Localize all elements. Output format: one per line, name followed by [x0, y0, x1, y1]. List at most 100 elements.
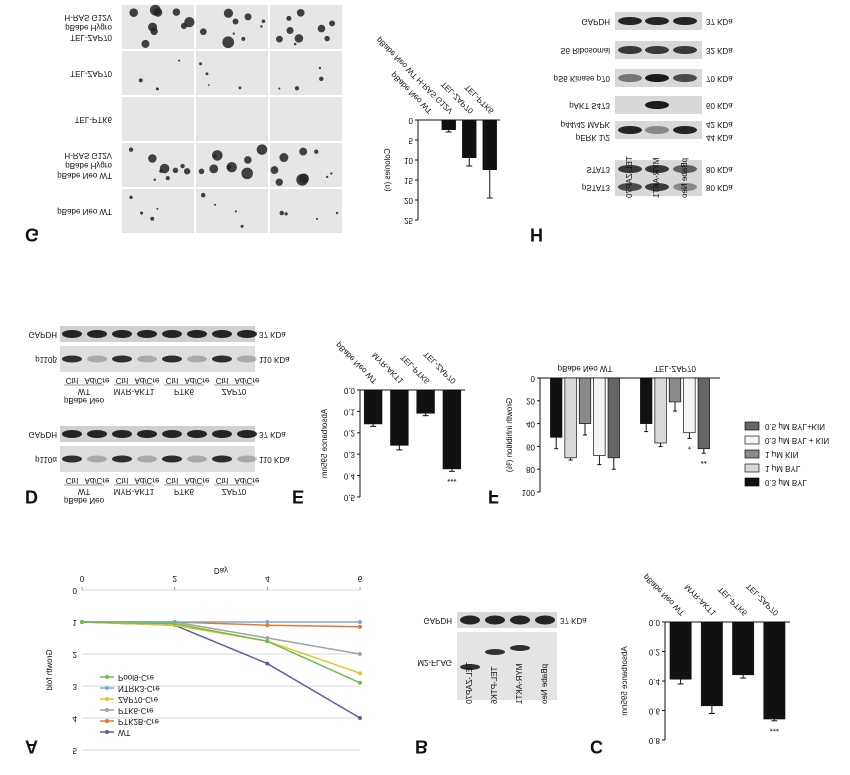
- colony: [180, 163, 185, 169]
- colony: [241, 167, 253, 180]
- blot-band: [673, 183, 697, 191]
- blot-band: [62, 430, 82, 438]
- blot-band: [237, 330, 257, 338]
- colony: [284, 212, 288, 216]
- colony: [155, 87, 159, 91]
- colony: [223, 8, 234, 18]
- blot-band: [162, 355, 182, 363]
- y-tick-label: 0: [73, 586, 78, 595]
- colony: [178, 59, 181, 62]
- blot-band: [112, 430, 132, 438]
- colony: [138, 78, 143, 83]
- panel-label: A: [25, 736, 38, 756]
- blot-band: [212, 330, 232, 338]
- blot-band: [237, 455, 257, 463]
- lane-label: Ctrl: [166, 476, 179, 485]
- colony: [294, 34, 304, 43]
- bar: [640, 377, 653, 424]
- bar: [607, 377, 620, 459]
- blot-strip: [615, 121, 702, 139]
- lane-label: pBabe Neo: [540, 664, 549, 705]
- colony: [270, 166, 279, 174]
- blot-band: [212, 430, 232, 438]
- colony: [129, 8, 139, 17]
- row-label: pBabe Neo WT: [57, 171, 112, 180]
- point: [265, 620, 270, 624]
- colony: [226, 164, 232, 170]
- colony: [172, 167, 179, 174]
- blot-strip: [60, 426, 255, 442]
- row-label: S6 Ribosomal: [560, 46, 610, 55]
- x-tick-label: pBabe Neo WT: [334, 340, 379, 385]
- row-label: pAKT S473: [569, 101, 610, 110]
- blot-band: [618, 126, 642, 134]
- blot-band: [187, 355, 207, 363]
- colony: [325, 175, 329, 179]
- y-axis-title: Absorbance 595nm: [620, 646, 629, 716]
- size-label: 80 KDa: [706, 183, 733, 192]
- y-tick-label: 10: [404, 156, 413, 165]
- colony: [232, 18, 239, 25]
- micrograph: [122, 97, 194, 141]
- y-tick-label: 0.1: [344, 407, 356, 416]
- blot-band: [137, 455, 157, 463]
- bar: [683, 377, 696, 434]
- colony: [226, 162, 237, 173]
- blot-band: [645, 17, 669, 25]
- bar: [564, 377, 577, 459]
- blot-band: [137, 430, 157, 438]
- bar: [668, 377, 682, 403]
- bar: [416, 390, 435, 414]
- blot-band: [212, 355, 232, 363]
- row-label: p110β: [35, 355, 57, 364]
- colony: [183, 168, 191, 175]
- lane-label: TEL-PTK6: [490, 667, 499, 705]
- significance: ***: [447, 474, 456, 483]
- micrograph: [270, 5, 342, 49]
- panel-label: B: [415, 736, 428, 756]
- point: [358, 624, 362, 629]
- colony: [165, 175, 170, 181]
- blot-band: [673, 126, 697, 134]
- row-label: pBabe Hygro: [65, 23, 112, 32]
- point: [358, 716, 362, 720]
- colony: [286, 15, 292, 21]
- blot-band: [112, 455, 132, 463]
- lane-label: Ctrl: [66, 476, 79, 485]
- row-label: GAPDH: [29, 430, 58, 439]
- row-label: H-RAS G12V: [64, 13, 112, 22]
- lane-label: Ctrl: [116, 476, 129, 485]
- blot-band: [460, 615, 480, 625]
- flipped-figure: A B C D E F G H 0 1 2 3 4 5 Growth fold 0 2 4 6 Day WT PTK2B-…: [25, 4, 829, 756]
- legend-label: 0.3 μM BYL + KIN: [765, 436, 829, 445]
- series-line: [81, 621, 361, 684]
- x-tick-label: 0: [80, 574, 85, 583]
- legend-swatch: [744, 435, 760, 445]
- colony: [286, 26, 294, 35]
- colony: [275, 178, 283, 186]
- lane-label: Ctrl: [116, 376, 129, 385]
- legend-marker: [105, 708, 109, 712]
- blot-band: [187, 330, 207, 338]
- bar: [593, 377, 606, 456]
- micrograph: [196, 97, 268, 141]
- colony: [314, 149, 319, 154]
- size-label: 44 KDa: [706, 133, 733, 142]
- blot-band: [87, 455, 107, 463]
- y-tick-label: 0.2: [649, 647, 661, 656]
- legend-label: Pool9-Cre: [118, 673, 155, 682]
- row-label: TEL-ZAP70: [70, 69, 112, 78]
- legend-label: WT: [118, 728, 131, 737]
- y-tick-label: 0.4: [344, 471, 356, 480]
- blot-band: [618, 74, 642, 82]
- group-label: PTK6: [174, 387, 195, 396]
- panel-label: F: [488, 486, 499, 506]
- colony: [148, 154, 157, 163]
- colony: [278, 87, 281, 90]
- blot-band: [237, 430, 257, 438]
- lane-label: Ad/Cre: [135, 476, 160, 485]
- blot-band: [162, 455, 182, 463]
- legend-marker: [105, 719, 109, 723]
- legend-label: NTRK3-Cre: [118, 684, 160, 693]
